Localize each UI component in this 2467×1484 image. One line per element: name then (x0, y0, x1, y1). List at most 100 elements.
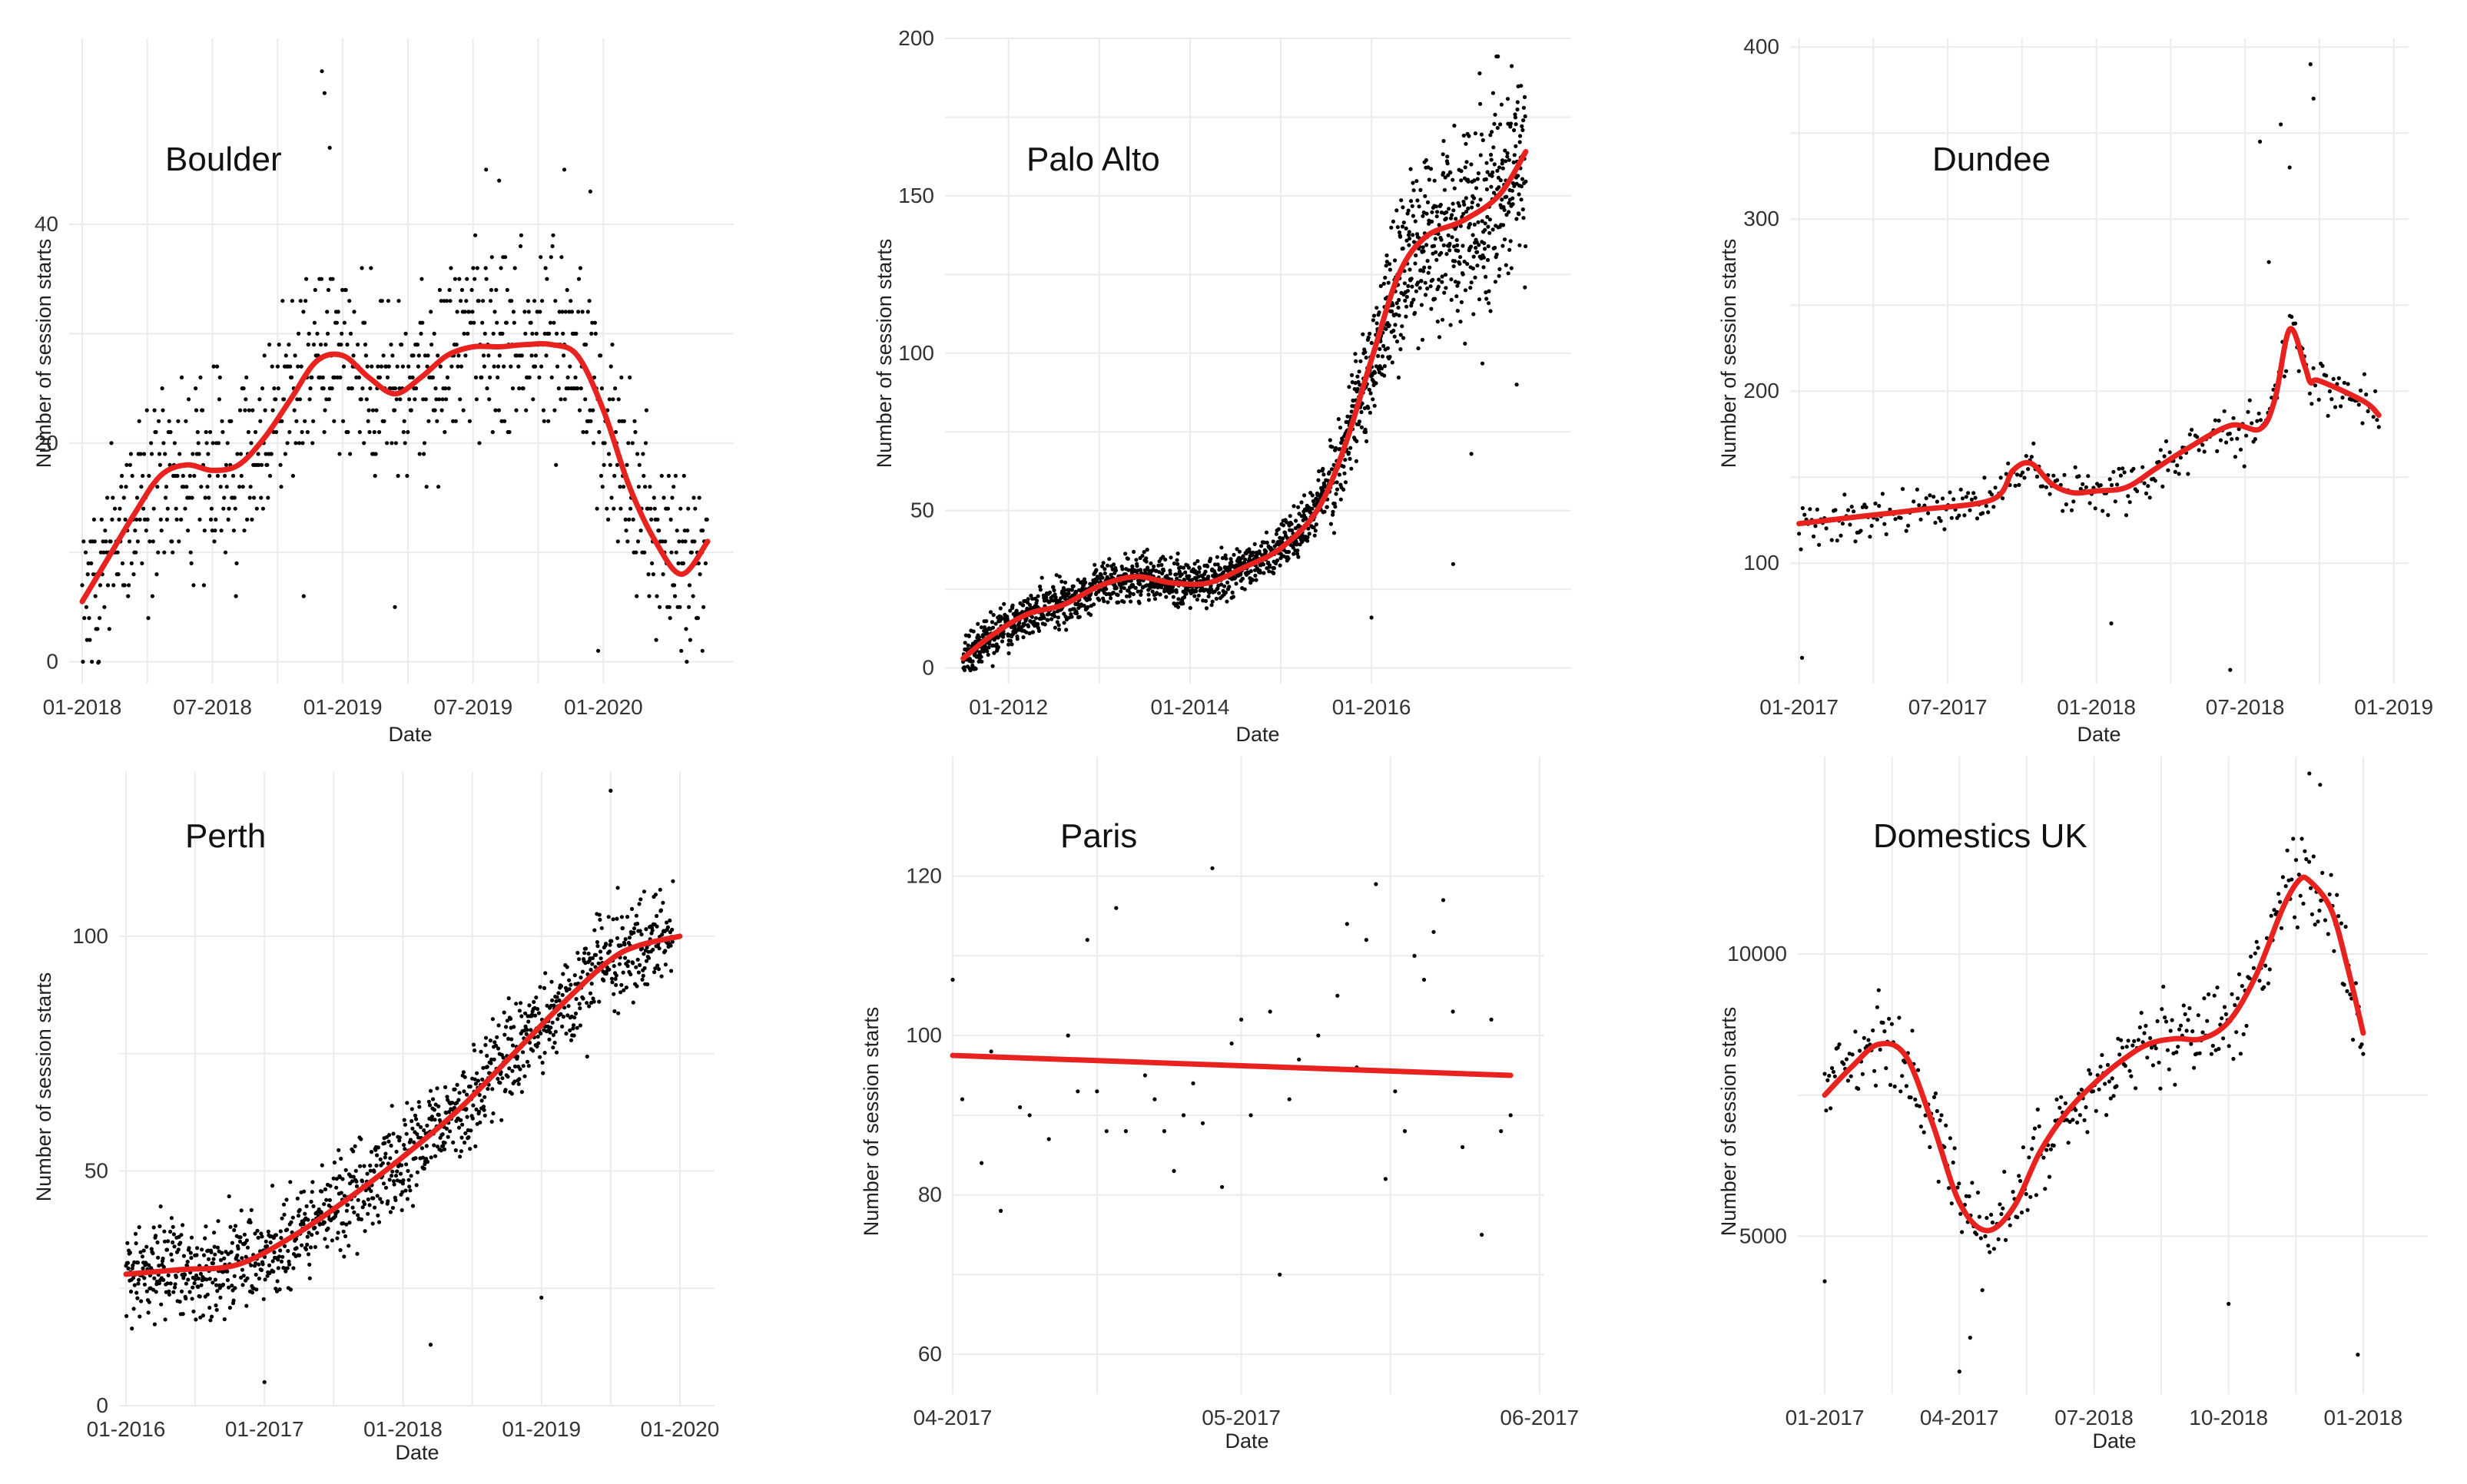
data-point (191, 452, 195, 456)
data-point (369, 266, 373, 270)
data-point (210, 1314, 214, 1319)
data-point (425, 364, 429, 369)
data-point (443, 429, 447, 435)
data-point (526, 1019, 531, 1024)
data-point (151, 506, 156, 511)
data-point (1207, 591, 1212, 595)
data-point (533, 353, 539, 358)
data-point (2237, 972, 2242, 976)
data-point (181, 1254, 186, 1258)
data-point (202, 528, 207, 533)
data-point (274, 1233, 278, 1237)
data-point (538, 310, 542, 314)
data-point (512, 320, 516, 325)
data-point (519, 353, 524, 358)
data-point (1220, 1184, 1225, 1189)
panel-title-paris: Paris (1060, 817, 1137, 855)
data-point (1451, 244, 1457, 249)
data-point (1484, 177, 1488, 181)
data-point (285, 441, 290, 446)
data-point (1357, 419, 1361, 424)
data-point (2339, 404, 2343, 409)
data-point (983, 644, 987, 648)
data-point (489, 1119, 494, 1124)
data-point (216, 441, 221, 446)
data-point (485, 1065, 489, 1069)
data-point (1417, 204, 1421, 209)
data-point (512, 1064, 518, 1068)
data-point (1018, 1105, 1023, 1110)
data-point (243, 408, 247, 412)
data-point (2293, 858, 2299, 863)
data-point (2218, 438, 2223, 442)
data-point (1214, 596, 1219, 601)
data-point (574, 996, 579, 1002)
data-point (1514, 144, 1518, 148)
data-point (176, 1247, 181, 1252)
data-point (459, 1149, 464, 1154)
data-point (364, 397, 369, 402)
data-point (2241, 1032, 2246, 1037)
data-point (2026, 467, 2031, 472)
data-point (1431, 277, 1435, 282)
data-point (2161, 984, 2166, 989)
data-point (1815, 507, 1819, 512)
data-point (152, 1322, 157, 1327)
data-point (308, 1245, 313, 1250)
data-point (1952, 1146, 1957, 1151)
data-point (1388, 355, 1392, 359)
data-point (120, 561, 125, 566)
data-point (571, 1023, 576, 1028)
data-point (531, 1048, 536, 1053)
data-point (459, 299, 463, 303)
data-point (577, 957, 582, 962)
data-point (542, 331, 547, 336)
data-point (1498, 178, 1503, 183)
data-point (2222, 409, 2227, 413)
data-point (1359, 409, 1364, 415)
data-point (500, 331, 505, 336)
data-point (151, 1251, 155, 1256)
data-point (1474, 240, 1479, 244)
data-point (2262, 985, 2266, 989)
data-point (483, 266, 488, 270)
data-point (1066, 591, 1071, 596)
data-point (2011, 1190, 2015, 1194)
data-point (2228, 667, 2233, 672)
data-point (483, 1035, 489, 1040)
data-point (1421, 245, 1425, 250)
data-point (644, 959, 649, 963)
data-point (1328, 522, 1333, 526)
data-point (1875, 517, 1879, 522)
data-point (1991, 1247, 1996, 1251)
y-tick-label: 50 (910, 499, 934, 522)
data-point (1281, 523, 1286, 528)
data-point (250, 408, 255, 412)
data-point (265, 462, 270, 467)
data-point (265, 1274, 270, 1278)
data-point (1027, 1113, 1032, 1118)
data-point (1933, 520, 1938, 525)
data-point (1142, 1073, 1147, 1078)
data-point (967, 634, 971, 638)
y-tick-label: 120 (906, 864, 942, 888)
data-point (1388, 267, 1392, 272)
data-point (1168, 568, 1172, 573)
data-point (1278, 535, 1282, 540)
data-point (210, 528, 214, 533)
data-point (482, 364, 487, 369)
data-point (1517, 192, 1521, 197)
y-tick-label: 200 (898, 26, 934, 50)
data-point (2327, 389, 2332, 393)
data-point (1829, 1065, 1835, 1071)
data-point (186, 397, 191, 402)
data-point (2106, 512, 2111, 518)
data-point (1465, 262, 1470, 267)
data-point (1268, 563, 1272, 568)
data-point (1337, 472, 1341, 477)
data-point (670, 495, 675, 500)
data-point (1419, 303, 1424, 307)
data-point (2320, 363, 2325, 368)
data-point (85, 638, 89, 642)
data-point (376, 1145, 380, 1150)
